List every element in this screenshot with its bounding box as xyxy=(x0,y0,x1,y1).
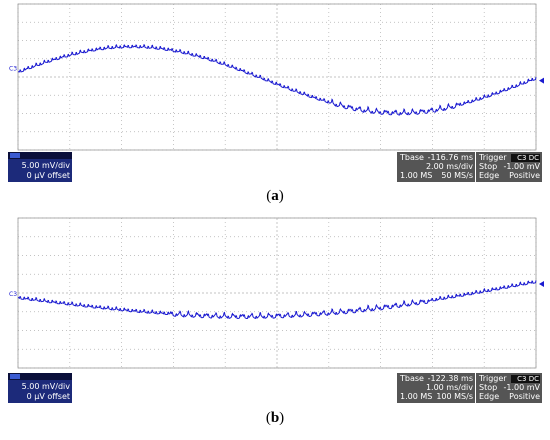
mode: Stop xyxy=(479,383,497,392)
tbase-label: Tbase xyxy=(399,153,424,162)
slope: Positive xyxy=(509,171,540,180)
channel-label: C3 xyxy=(9,65,17,72)
tbase: -116.76 ms xyxy=(428,153,473,162)
trigger-marker xyxy=(539,281,544,287)
rate: 100 MS/s xyxy=(436,392,473,401)
waveform xyxy=(18,44,537,116)
screen-border xyxy=(17,3,537,151)
caption-letter: b xyxy=(271,410,279,426)
channel-tab xyxy=(10,374,20,379)
samples: 1.00 MS xyxy=(400,392,432,401)
tbase-label: Tbase xyxy=(399,374,424,383)
offset: 0 µV offset xyxy=(27,392,70,401)
samples: 1.00 MS xyxy=(400,171,432,180)
level: -1.00 mV xyxy=(503,383,540,392)
mode: Stop xyxy=(479,162,497,171)
trig-type: Edge xyxy=(479,392,499,401)
level: -1.00 mV xyxy=(503,162,540,171)
channel-label: C3 xyxy=(9,291,17,298)
channel-box-top xyxy=(8,152,72,159)
waveform xyxy=(17,280,537,320)
trigger-ch: C3 DC xyxy=(517,375,539,383)
slope: Positive xyxy=(509,392,540,401)
trigger-marker xyxy=(539,77,544,84)
channel-tab xyxy=(10,153,20,158)
time-div: 2.00 ms/div xyxy=(426,162,473,171)
caption: (b) xyxy=(266,410,284,426)
volts-div: 5.00 mV/div xyxy=(22,161,71,170)
trig-type: Edge xyxy=(479,171,499,180)
offset: 0 µV offset xyxy=(27,171,70,180)
timebase-box xyxy=(397,373,475,403)
channel-box-top xyxy=(8,373,72,380)
volts-div: 5.00 mV/div xyxy=(22,382,71,391)
tbase: -122.38 ms xyxy=(428,374,473,383)
timebase-box xyxy=(397,152,475,182)
trigger-ch-bg xyxy=(511,154,540,162)
caption-letter: a xyxy=(271,188,279,204)
trigger-ch-bg xyxy=(511,375,540,383)
caption: (a) xyxy=(266,188,284,204)
rate: 50 MS/s xyxy=(441,171,473,180)
trigger-label: Trigger xyxy=(478,374,507,383)
time-div: 1.00 ms/div xyxy=(426,383,473,392)
trigger-label: Trigger xyxy=(478,153,507,162)
screen-border xyxy=(17,217,537,369)
trigger-ch: C3 DC xyxy=(517,154,539,162)
